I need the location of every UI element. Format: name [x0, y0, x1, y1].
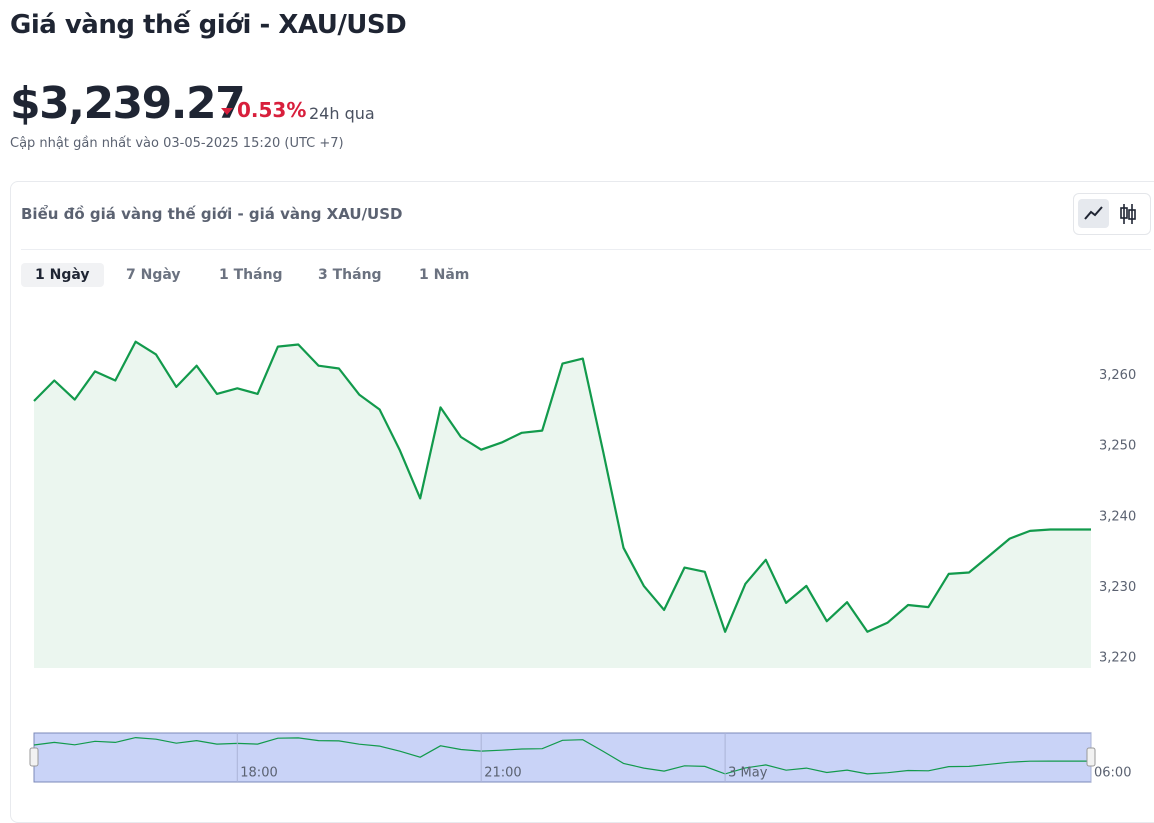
- range-tab[interactable]: 3 Tháng: [318, 267, 382, 283]
- navigator-line: [33, 736, 1091, 775]
- range-tab[interactable]: 1 Tháng: [219, 267, 283, 283]
- y-tick-label: 3,240: [1099, 509, 1136, 524]
- x-tick-label: 18:00: [240, 766, 277, 781]
- navigator-window: [33, 732, 1092, 783]
- y-tick-label: 3,230: [1099, 580, 1136, 595]
- line-icon: [1084, 206, 1103, 220]
- candle-button[interactable]: [1120, 204, 1136, 224]
- down-arrow: [221, 108, 233, 115]
- chart-type-toggle: [1073, 193, 1151, 235]
- range-tab[interactable]: 1 Năm: [419, 267, 470, 283]
- x-tick-label: 21:00: [484, 766, 521, 781]
- y-tick-label: 3,260: [1099, 368, 1136, 383]
- page-title: Giá vàng thế giới - XAU/USD: [10, 10, 407, 40]
- navigator-handle[interactable]: [1086, 747, 1096, 767]
- y-tick-label: 3,250: [1099, 439, 1136, 454]
- divider: [21, 249, 1151, 250]
- price-change: 0.53%: [221, 98, 306, 122]
- updated-time: Cập nhật gần nhất vào 03-05-2025 15:20 (…: [10, 136, 344, 151]
- area: [34, 341, 1091, 668]
- x-tick-label: 3 May: [728, 766, 768, 781]
- price: $3,239.27: [10, 78, 246, 129]
- change-value: 0.53%: [237, 98, 307, 122]
- toggle-icons: [1078, 199, 1136, 228]
- chart: 3,220 3,230 3,240 3,250 3,260 18:00 21:00 3 May…: [29, 340, 1136, 783]
- range-tab[interactable]: 7 Ngày: [126, 267, 181, 283]
- navigator-handle[interactable]: [29, 747, 39, 767]
- page: {"header": {"title": "Giá vàng thế giới …: [10, 10, 1154, 823]
- card-title: Biểu đồ giá vàng thế giới - giá vàng XAU…: [21, 205, 403, 223]
- price-line: [33, 340, 1091, 633]
- y-tick-label: 3,220: [1099, 650, 1136, 665]
- x-tick-label: 06:00: [1094, 766, 1131, 781]
- range-tab[interactable]: 1 Ngày: [21, 263, 104, 287]
- change-period: 24h qua: [309, 104, 375, 123]
